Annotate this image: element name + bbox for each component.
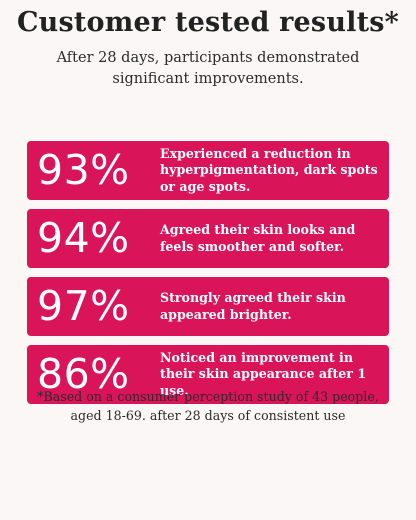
stat-percentage: 93% (37, 146, 130, 194)
page-subtitle: After 28 days, participants demonstrated… (56, 50, 360, 87)
stat-description: Strongly agreed their skin appeared brig… (160, 290, 346, 322)
stat-description: Agreed their skin looks and feels smooth… (160, 222, 356, 254)
stat-percentage: 97% (37, 282, 130, 330)
stat-description: Noticed an improvement in their skin app… (160, 349, 367, 398)
stat-description: Experienced a reduction in hyperpigmenta… (160, 145, 378, 194)
stat-card: 93% Experienced a reduction in hyperpigm… (27, 141, 389, 200)
stat-percentage: 94% (37, 214, 130, 262)
stat-card: 94% Agreed their skin looks and feels sm… (27, 209, 389, 268)
page-title: Customer tested results* (16, 7, 400, 38)
footnote: *Based on a consumer perception study of… (37, 389, 379, 423)
stat-card: 97% Strongly agreed their skin appeared … (27, 277, 389, 336)
stat-card: 86% Noticed an improvement in their skin… (27, 345, 389, 404)
stat-percentage: 86% (37, 350, 130, 398)
stats-list: 93% Experienced a reduction in hyperpigm… (27, 141, 389, 413)
